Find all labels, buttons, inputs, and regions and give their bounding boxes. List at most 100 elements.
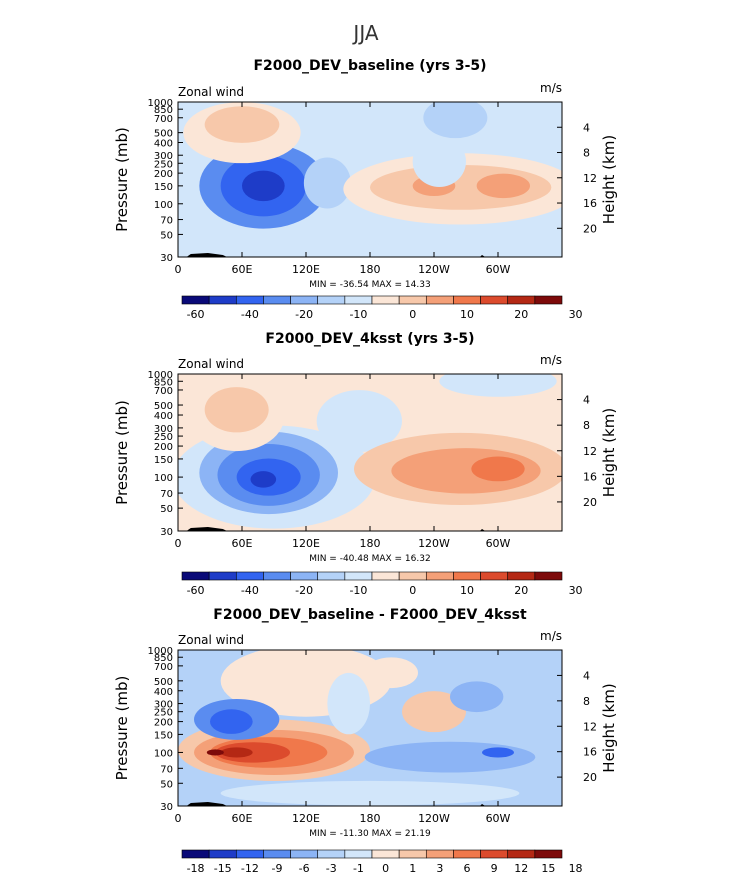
y-tick-label: 150 [154, 182, 173, 193]
colorbar-label: -18 [187, 862, 205, 872]
variable-label: Zonal wind [178, 85, 244, 99]
y2-tick-label: 20 [583, 496, 597, 509]
y2-tick-label: 12 [583, 172, 597, 185]
colorbar-swatch [208, 571, 237, 581]
y-tick-label: 250 [154, 708, 173, 719]
colorbar-swatch [398, 849, 427, 859]
colorbar-label: -6 [299, 862, 310, 872]
x-tick-label: 180 [360, 537, 381, 550]
y-tick-label: 250 [154, 159, 173, 170]
colorbar-label: -9 [272, 862, 283, 872]
colorbar-swatch [290, 571, 319, 581]
colorbar-swatch [453, 849, 481, 859]
topography-mask [186, 253, 228, 257]
y-tick-label: 850 [154, 105, 173, 116]
colorbar-swatch [425, 571, 454, 581]
contour-region [450, 681, 504, 713]
y-tick-label: 1000 [148, 370, 173, 381]
contour-region [316, 390, 403, 452]
y-tick-label: 50 [160, 230, 173, 241]
y-tick-label: 700 [154, 662, 173, 673]
panel-3: F2000_DEV_baseline - F2000_DEV_4ksst Zona… [113, 607, 618, 872]
x-tick-label: 180 [360, 812, 381, 825]
y-axis-title: Pressure (mb) [113, 676, 131, 781]
x-tick-label: 120W [418, 263, 450, 276]
y2-tick-label: 12 [583, 445, 597, 458]
contour-region [242, 170, 285, 202]
units-label: m/s [540, 353, 562, 367]
contour-region [439, 374, 557, 397]
colorbar-swatch [317, 849, 346, 859]
colorbar-swatch [398, 571, 427, 581]
panel-1: F2000_DEV_baseline (yrs 3-5) Zonal wind m/… [113, 58, 618, 321]
colorbar-swatch [480, 571, 509, 581]
min-max-stats: MIN = -40.48 MAX = 16.32 [309, 554, 430, 564]
colorbar-label: 1 [409, 862, 416, 872]
colorbar-label: 6 [464, 862, 471, 872]
colorbar-swatch [235, 295, 264, 305]
colorbar-label: -60 [187, 584, 205, 597]
y-tick-label: 200 [154, 442, 173, 453]
colorbar-label: 20 [514, 584, 528, 597]
x-tick-label: 120E [292, 812, 320, 825]
colorbar-swatch [534, 571, 563, 581]
colorbar-swatch [453, 571, 481, 581]
y-tick-label: 50 [160, 504, 173, 515]
colorbar-label: 10 [460, 584, 474, 597]
colorbar-label: 0 [409, 584, 416, 597]
page-title: JJA [351, 21, 378, 45]
x-tick-label: 0 [175, 537, 182, 550]
colorbar-swatch [181, 849, 210, 859]
x-tick-label: 120E [292, 263, 320, 276]
y-tick-label: 100 [154, 200, 173, 211]
units-label: m/s [540, 81, 562, 95]
x-tick-label: 60E [232, 537, 253, 550]
y-tick-label: 400 [154, 687, 173, 698]
colorbar-label: -40 [241, 308, 259, 321]
contour-region [204, 387, 269, 433]
colorbar-swatch [534, 849, 563, 859]
colorbar-label: 30 [569, 584, 583, 597]
colorbar-swatch [181, 571, 210, 581]
contour-field [178, 102, 562, 257]
colorbar-label: -3 [326, 862, 337, 872]
y-tick-label: 700 [154, 114, 173, 125]
x-tick-label: 120W [418, 812, 450, 825]
y2-axis-title: Height (km) [600, 135, 618, 224]
panel-title: F2000_DEV_baseline - F2000_DEV_4ksst [213, 607, 527, 623]
colorbar-swatch [235, 571, 264, 581]
colorbar-swatch [425, 849, 454, 859]
min-max-stats: MIN = -11.30 MAX = 21.19 [309, 829, 431, 839]
y-tick-label: 100 [154, 748, 173, 759]
colorbar-swatch [235, 849, 264, 859]
colorbar-swatch [507, 571, 536, 581]
x-tick-label: 120E [292, 537, 320, 550]
contour-region [412, 136, 467, 187]
contour-region [220, 780, 520, 806]
x-tick-label: 60E [232, 263, 253, 276]
y-tick-label: 500 [154, 401, 173, 412]
colorbar-label: -10 [349, 308, 367, 321]
colorbar-swatch [371, 571, 400, 581]
y-tick-label: 400 [154, 411, 173, 422]
colorbar-swatch [290, 295, 319, 305]
contour-region [471, 456, 525, 482]
colorbar-swatch [344, 571, 373, 581]
x-tick-label: 180 [360, 263, 381, 276]
contour-region [303, 157, 351, 209]
y-tick-label: 850 [154, 377, 173, 388]
x-tick-label: 60W [486, 263, 511, 276]
colorbar-swatch [425, 295, 454, 305]
y2-axis-title: Height (km) [600, 683, 618, 772]
y-tick-label: 70 [160, 764, 173, 775]
colorbar-label: 18 [569, 862, 583, 872]
colorbar-label: 30 [569, 308, 583, 321]
contour-region [210, 709, 253, 734]
colorbar-swatch [263, 849, 291, 859]
topography-mask [186, 802, 228, 806]
x-tick-label: 120W [418, 537, 450, 550]
panel-title: F2000_DEV_baseline (yrs 3-5) [253, 58, 486, 74]
y2-tick-label: 4 [583, 121, 590, 134]
colorbar-label: 0 [409, 308, 416, 321]
